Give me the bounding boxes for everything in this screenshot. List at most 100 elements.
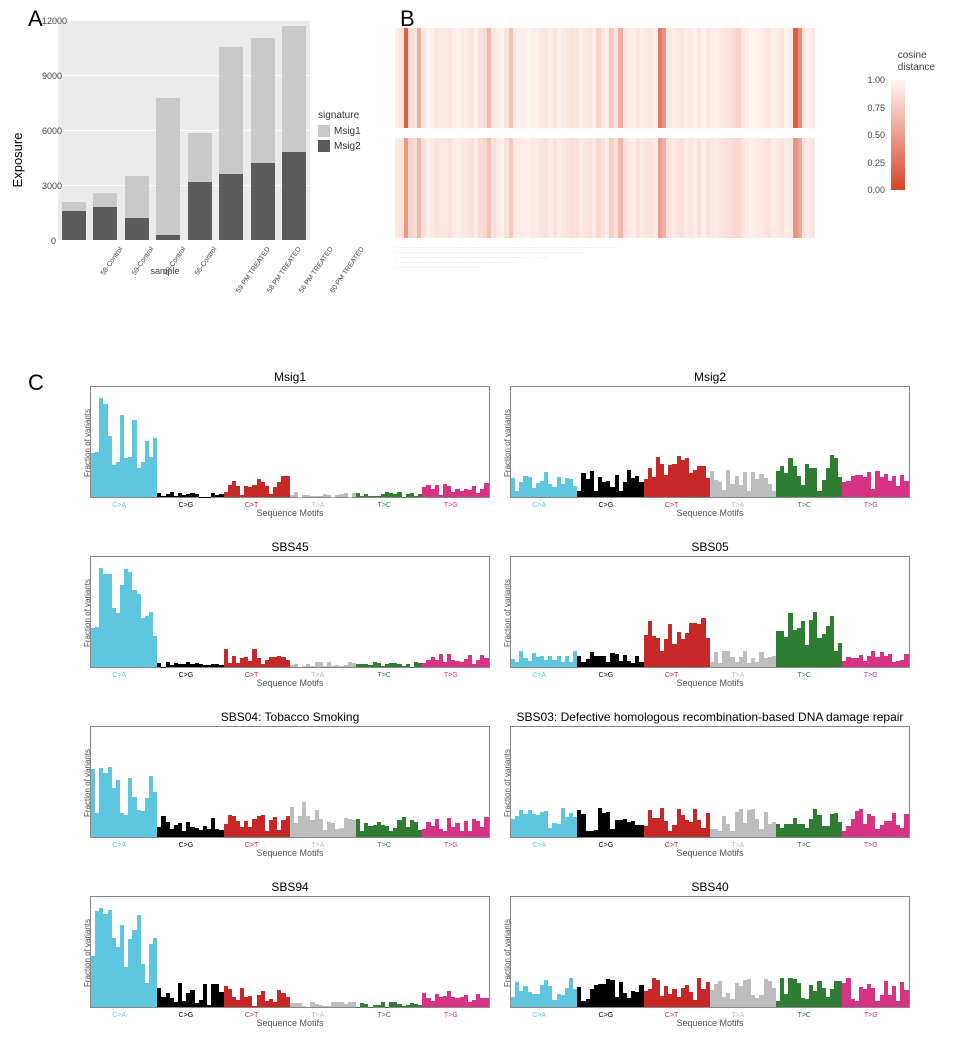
signature-title: SBS04: Tobacco Smoking [90, 710, 490, 724]
panel-a-bar [125, 218, 149, 240]
mutation-category-label: T>A [731, 842, 744, 849]
colorbar-tick: 0.75 [867, 103, 885, 113]
signature-title: SBS05 [510, 540, 910, 554]
panel-a-xtick: 59 PM TREATED [235, 246, 272, 294]
signature-ylabel: Fraction of variants [503, 919, 512, 987]
mutation-category-label: C>T [245, 672, 258, 679]
mutation-category-label: C>T [665, 502, 678, 509]
panel-a-bar [125, 176, 149, 218]
signature-plot: Fraction of variantsC>AC>GC>TT>AT>CT>G [510, 556, 910, 668]
panel-a-bar [188, 133, 212, 183]
mutation-category-label: T>G [444, 672, 458, 679]
heatmap-x-labels: ········································… [395, 245, 815, 300]
mutation-category-label: T>A [731, 1012, 744, 1019]
mutation-category-label: C>T [245, 1012, 258, 1019]
colorbar [891, 80, 905, 190]
signature-plot: Fraction of variantsC>AC>GC>TT>AT>CT>G [90, 556, 490, 668]
mutation-category-label: C>T [245, 842, 258, 849]
legend-label: Msig1 [334, 126, 361, 137]
colorbar-tick: 1.00 [867, 75, 885, 85]
signature-plot: Fraction of variantsC>AC>GC>TT>AT>CT>G [510, 726, 910, 838]
panel-a-xtick: 56-Control [194, 246, 218, 277]
signature-ylabel: Fraction of variants [503, 409, 512, 477]
mutation-category-label: C>A [112, 672, 126, 679]
panel-a-bar [219, 174, 243, 240]
signature-xlabel: Sequence Motifs [90, 1018, 490, 1028]
mutation-category-label: C>A [532, 1012, 546, 1019]
mutation-category-label: T>G [864, 842, 878, 849]
mutation-category-label: C>G [599, 1012, 614, 1019]
panel-a-ytick: 9000 [42, 71, 56, 81]
signature-plot: Fraction of variantsC>AC>GC>TT>AT>CT>G [510, 896, 910, 1008]
heatmap-cell [811, 138, 815, 238]
signature-xlabel: Sequence Motifs [90, 678, 490, 688]
panel-a-bar [251, 38, 275, 163]
signature-panel: SBS05 Fraction of variantsC>AC>GC>TT>AT>C… [510, 540, 910, 688]
panel-a-xtick: 58-Control [100, 246, 124, 277]
panel-a-legend-title: signature [318, 110, 361, 121]
mutation-category-label: T>A [731, 672, 744, 679]
heatmap-cell [811, 28, 815, 128]
signature-xlabel: Sequence Motifs [510, 1018, 910, 1028]
heatmap-row-1 [395, 28, 815, 128]
panel-a-bar [251, 163, 275, 240]
panel-a-bar [282, 26, 306, 153]
panel-a-xtick: 56 PM TREATED [298, 246, 335, 294]
signature-panel: SBS94Fraction of variantsC>AC>GC>TT>AT>C… [90, 880, 490, 1028]
signature-xlabel: Sequence Motifs [90, 508, 490, 518]
panel-c-signature-grid: Msig1Fraction of variantsC>AC>GC>TT>AT>C… [20, 350, 934, 1040]
legend-item: Msig2 [318, 140, 361, 152]
panel-a-bar [282, 152, 306, 240]
signature-plot: Fraction of variantsC>AC>GC>TT>AT>CT>G [510, 386, 910, 498]
panel-a-ytick: 0 [42, 236, 56, 246]
mutation-category-label: T>C [798, 1012, 811, 1019]
signature-panel: SBS04: Tobacco SmokingFraction of varian… [90, 710, 490, 858]
mutation-category-label: T>A [311, 502, 324, 509]
heatmap-row-2 [395, 138, 815, 238]
signature-panel: SBS40Fraction of variantsC>AC>GC>TT>AT>C… [510, 880, 910, 1028]
mutation-category-label: C>G [179, 672, 194, 679]
signature-panel: Msig2 Fraction of variantsC>AC>GC>TT>AT>C… [510, 370, 910, 518]
mutation-category-label: T>C [378, 502, 391, 509]
mutation-category-label: T>G [444, 1012, 458, 1019]
mutation-category-label: C>A [532, 502, 546, 509]
signature-panel: SBS45Fraction of variantsC>AC>GC>TT>AT>C… [90, 540, 490, 688]
panel-a-plot-area [58, 20, 310, 240]
panel-a-ytick: 6000 [42, 126, 56, 136]
signature-panel: Msig1Fraction of variantsC>AC>GC>TT>AT>C… [90, 370, 490, 518]
mutation-category-label: C>G [599, 672, 614, 679]
mutation-category-label: C>T [245, 502, 258, 509]
mutation-category-label: C>G [179, 1012, 194, 1019]
mutation-category-label: C>A [112, 842, 126, 849]
signature-xlabel: Sequence Motifs [510, 848, 910, 858]
panel-a-bar [93, 207, 117, 240]
panel-a-bar [93, 193, 117, 207]
panel-a-bar [62, 211, 86, 240]
colorbar-tick: 0.00 [867, 185, 885, 195]
panel-a-ylabel: Exposure [10, 133, 25, 188]
signature-ylabel: Fraction of variants [83, 749, 92, 817]
mutation-category-label: T>G [864, 672, 878, 679]
mutation-category-label: C>A [112, 1012, 126, 1019]
panel-a-bar [156, 98, 180, 236]
mutation-category-label: C>G [599, 502, 614, 509]
signature-xlabel: Sequence Motifs [90, 848, 490, 858]
signature-plot: Fraction of variantsC>AC>GC>TT>AT>CT>G [90, 896, 490, 1008]
panel-a-legend: signature Msig1 Msig2 [318, 110, 361, 155]
panel-a-bar [156, 235, 180, 240]
signature-title: Msig2 [510, 370, 910, 384]
mutation-category-label: T>A [731, 502, 744, 509]
mutation-category-label: T>G [444, 842, 458, 849]
mutation-category-label: C>T [665, 672, 678, 679]
mutation-category-label: T>G [444, 502, 458, 509]
figure-page: { "panelA": { "label": "A", "ylabel": "E… [0, 0, 954, 1050]
mutation-category-label: C>A [532, 672, 546, 679]
mutation-category-label: T>C [378, 842, 391, 849]
panel-b-heatmap: ········································… [395, 10, 935, 310]
signature-ylabel: Fraction of variants [503, 749, 512, 817]
legend-swatch [318, 140, 330, 152]
mutation-category-label: C>G [179, 502, 194, 509]
mutation-category-label: C>G [179, 842, 194, 849]
colorbar-tick: 0.50 [867, 130, 885, 140]
panel-a-ytick: 12000 [42, 16, 56, 26]
